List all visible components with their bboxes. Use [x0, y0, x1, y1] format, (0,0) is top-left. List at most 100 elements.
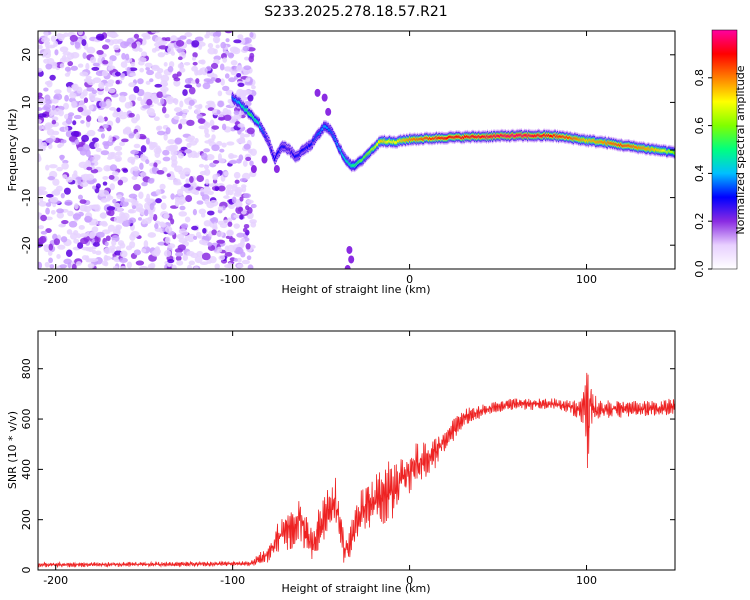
spectrogram-noise-speck — [54, 89, 62, 94]
spectrogram-noise-speck — [144, 92, 153, 97]
spectrogram-noise-speck — [46, 57, 55, 65]
spectrogram-noise-speck — [67, 210, 74, 217]
spectrogram-noise-speck — [162, 82, 169, 87]
spectrogram-noise-speck — [233, 39, 242, 44]
spectrogram-noise-speck — [222, 85, 230, 91]
spectrogram-noise-speck — [236, 65, 243, 72]
spectrogram-noise-speck — [194, 36, 204, 42]
spectrogram-noise-speck — [170, 218, 175, 225]
spectrogram-noise-speck — [67, 61, 74, 67]
spectrogram-noise-speck — [92, 97, 101, 102]
spectrogram-noise-speck — [134, 154, 140, 160]
spectrogram-noise-speck — [82, 89, 88, 97]
spectrogram-noise-speck — [225, 38, 230, 43]
spectrogram-noise-speck — [184, 216, 191, 223]
spectrogram-noise-speck — [135, 260, 145, 266]
spectrogram-noise-speck — [58, 223, 66, 228]
spectrogram-noise-speck — [135, 131, 140, 140]
spectrogram-noise-speck — [95, 250, 102, 256]
spectrogram-noise-speck — [103, 254, 109, 262]
spectrogram-noise-speck — [77, 242, 84, 249]
spectrogram-noise-speck — [79, 71, 89, 77]
y-tick-label: 800 — [20, 358, 33, 379]
spectrogram-noise-speck — [144, 202, 151, 210]
spectrogram-noise-speck — [151, 95, 156, 102]
spectrogram-noise-speck — [128, 133, 135, 139]
spectrogram-noise-speck — [250, 221, 257, 228]
spectrogram-noise-speck — [221, 123, 227, 131]
spectrogram-noise-speck — [249, 148, 257, 156]
spectrogram-noise-speck — [77, 194, 83, 200]
spectrogram-noise-speck — [162, 149, 170, 156]
spectrogram-noise-speck — [155, 189, 162, 195]
spectrogram-noise-speck — [198, 125, 207, 130]
spectrogram-noise-speck — [251, 85, 256, 90]
spectrogram-noise-speck — [119, 250, 128, 258]
spectrogram-noise-speck — [147, 216, 153, 222]
y-tick-label: 20 — [20, 48, 33, 62]
spectrogram-noise-speck — [108, 88, 116, 94]
spectrogram-noise-speck — [216, 231, 224, 237]
spectrogram-noise-speck — [114, 155, 122, 162]
spectrogram-noise-speck — [245, 205, 250, 211]
spectrogram-noise-speck — [177, 152, 184, 159]
spectrogram-noise-speck — [222, 57, 228, 63]
spectrogram-noise-speck — [139, 67, 144, 73]
spectrogram-noise-speck — [79, 181, 89, 188]
spectrogram-noise-speck — [89, 258, 99, 263]
spectrogram-noise-speck — [81, 134, 89, 143]
spectrogram-noise-speck — [91, 249, 97, 254]
spectrogram-noise-speck — [61, 162, 69, 170]
spectrogram-noise-speck — [124, 53, 130, 61]
spectrogram-noise-speck — [223, 219, 230, 224]
spectrogram-noise-speck — [196, 250, 204, 257]
spectrogram-noise-speck — [62, 174, 68, 179]
spectrogram-noise-speck — [167, 66, 174, 73]
spectrogram-noise-speck — [220, 78, 225, 86]
spectrogram-noise-speck — [203, 220, 212, 227]
spectrogram-noise-speck — [164, 113, 170, 119]
spectrogram-noise-speck — [165, 96, 174, 102]
spectrogram-noise-speck — [161, 195, 167, 199]
spectrogram-noise-speck — [185, 195, 193, 203]
spectrogram-noise-speck — [65, 176, 73, 183]
spectrogram-noise-speck — [246, 199, 254, 204]
spectrogram-noise-speck — [120, 41, 129, 49]
spectrogram-noise-speck — [77, 31, 84, 36]
spectrogram-noise-speck — [155, 198, 162, 204]
spectrogram-noise-speck — [227, 98, 233, 104]
spectrogram-noise-speck — [45, 216, 53, 221]
spectrogram-noise-speck — [249, 32, 254, 38]
spectrogram-noise-speck — [205, 122, 211, 129]
spectrogram-noise-speck — [53, 238, 61, 246]
spectrogram-noise-speck — [71, 84, 78, 90]
spectrogram-noise-speck — [45, 202, 52, 207]
spectrogram-noise-speck — [163, 133, 168, 141]
colorbar-gradient — [711, 29, 738, 270]
spectrogram-noise-speck — [203, 168, 211, 176]
spectrogram-noise-speck — [56, 166, 63, 172]
spectrogram-noise-speck — [60, 236, 68, 243]
spectrogram-noise-speck — [195, 231, 202, 238]
spectrogram-noise-speck — [38, 113, 47, 118]
spectrogram-noise-speck — [173, 107, 182, 113]
spectrogram-noise-speck — [140, 171, 147, 177]
spectrogram-noise-speck — [199, 68, 204, 75]
spectrogram-noise-speck — [138, 57, 147, 63]
spectrogram-noise-speck — [47, 143, 53, 150]
spectrogram-noise-speck — [64, 72, 71, 77]
snr-x-axis-label: Height of straight line (km) — [281, 582, 430, 595]
spectrogram-noise-speck — [59, 264, 68, 269]
spectrogram-noise-speck — [79, 99, 85, 108]
spectrogram-noise-speck — [197, 118, 206, 124]
y-tick-label: 600 — [20, 409, 33, 430]
spectrogram-noise-speck — [43, 31, 49, 38]
spectrogram-noise-speck — [48, 111, 54, 117]
spectrogram-noise-speck — [212, 173, 218, 181]
spectrogram-noise-speck — [133, 249, 141, 256]
spectrogram-noise-speck — [186, 119, 195, 126]
spectrogram-noise-speck — [233, 223, 240, 229]
y-tick-label: 200 — [20, 509, 33, 530]
spectrogram-noise-speck — [219, 148, 225, 153]
